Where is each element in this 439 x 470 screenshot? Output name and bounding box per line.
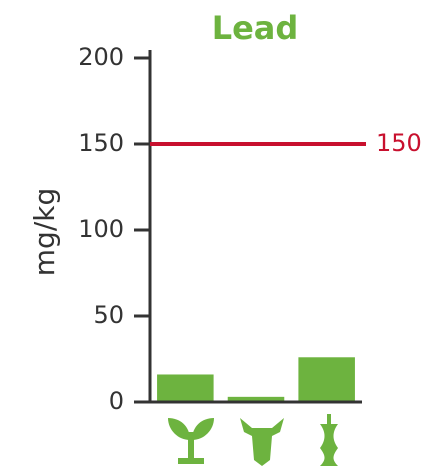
bar <box>298 357 355 402</box>
icon-head <box>240 418 284 466</box>
y-axis-label: mg/kg <box>28 188 61 276</box>
y-tick-label: 0 <box>109 387 124 415</box>
icon-stem <box>327 414 331 424</box>
bar <box>157 374 214 402</box>
y-tick-label: 50 <box>93 301 124 329</box>
icon-leaf <box>192 418 214 440</box>
bar <box>227 396 285 402</box>
chart-title: Lead <box>212 9 299 47</box>
icon-stem <box>188 432 194 464</box>
y-tick-label: 150 <box>78 129 124 157</box>
y-tick-label: 200 <box>78 43 124 71</box>
reference-label: 150 <box>376 129 422 157</box>
apple-core-icon <box>320 414 338 466</box>
category-icons <box>168 414 338 466</box>
y-tick-label: 100 <box>78 215 124 243</box>
cow-icon <box>240 418 284 466</box>
icon-core <box>320 424 338 466</box>
icon-base <box>178 458 204 464</box>
plant-icon <box>168 418 214 464</box>
icon-leaf <box>168 418 190 440</box>
